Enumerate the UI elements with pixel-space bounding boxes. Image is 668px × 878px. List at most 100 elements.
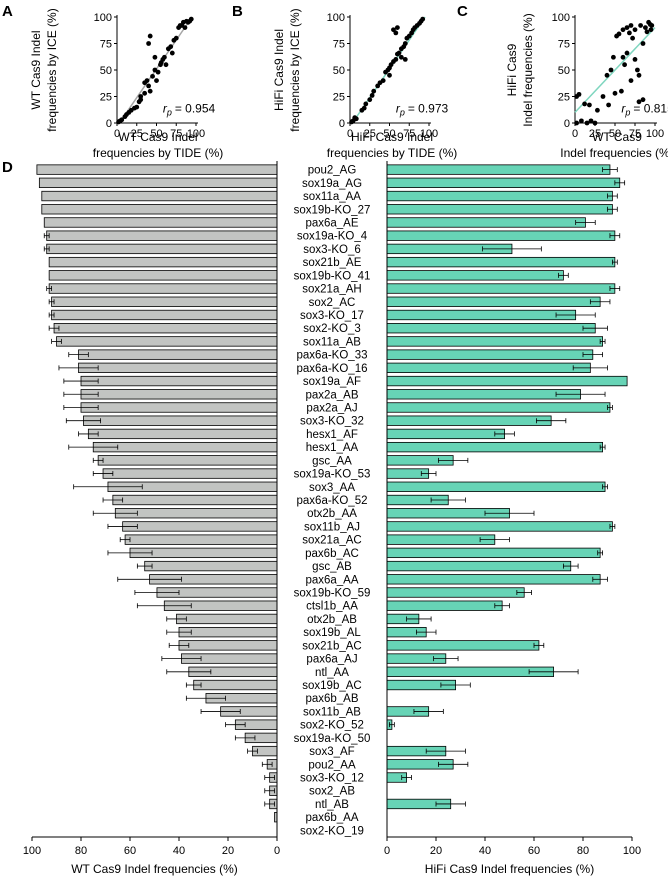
data-point [579,118,584,124]
hifi-bar [386,560,572,572]
data-point [361,105,367,111]
hifi-bar [386,587,525,598]
data-point [592,120,598,126]
wt-bar [56,336,278,347]
stat-symbol: r [621,101,626,115]
category-label: pax6b_AC [305,548,359,560]
category-label: sox11b_AJ [304,521,360,533]
wt-bar [46,243,278,255]
category-label: pax2a_AB [305,389,358,401]
panel-b: B 0 25 50 75 100 0 25 50 75 100 rp = 0.973 HiFi Cas9 … [232,3,457,160]
correlation-label: rp= 0.815 [621,101,668,117]
data-point [636,99,642,105]
data-point [638,23,643,28]
y-tick-label: 50 [558,65,570,77]
y-axis-label: HiFi Cas9 [505,43,519,96]
data-point [150,73,155,79]
data-point [622,62,627,68]
x-tick-label: 75 [170,128,182,140]
data-point [119,117,125,123]
hifi-bar [386,415,552,426]
panel-letter: B [232,3,243,20]
data-point [162,54,167,60]
x-tick-label: 50 [383,128,395,140]
category-label: sox2-KO_3 [303,323,361,335]
stat-subscript: p [399,107,405,117]
category-label: sox3-KO_12 [300,773,364,785]
data-point [640,97,646,103]
x-axis-label: WT Cas9 Indel [118,130,197,144]
category-label: pax6b_AB [305,693,358,705]
category-label: sox19a-KO_50 [294,733,371,745]
category-label: ntl_AB [315,799,349,811]
category-label: pou2_AG [308,165,357,177]
data-point [367,97,373,103]
hifi-bar [386,574,601,585]
x-axis-label: WT Cas9 [592,130,642,144]
wt-x-axis-label: WT Cas9 Indel frequencies (%) [71,862,238,876]
y-tick-label: 50 [333,65,345,77]
category-label: sox11a_AA [303,191,361,203]
wt-bar [48,283,278,294]
hifi-bar [386,204,613,215]
hifi-bar [386,389,581,400]
y-tick-label: 0 [106,118,112,130]
y-axis-label: frequencies by ICE (%) [288,8,302,131]
data-point [620,54,626,60]
x-tick-label: 50 [609,128,621,140]
data-point [371,88,377,94]
y-tick-label: 75 [100,39,112,51]
data-point [624,50,630,56]
data-point [608,67,614,73]
hifi-bar [386,521,613,532]
x-tick-label: 100 [646,128,664,140]
category-label: gsc_AA [312,455,352,467]
category-label: pax6a_AJ [306,654,357,666]
y-axis-label: Indel frequencies (%) [521,13,535,126]
category-label: sox2-KO_19 [300,825,364,837]
stat-symbol: r [163,101,168,115]
wt-bar [80,402,278,413]
hifi-bar [386,600,503,611]
wt-bar [78,362,278,374]
data-point [643,25,648,30]
wt-x-tick-label: 40 [173,845,185,857]
hifi-bar [386,164,611,175]
data-point [353,116,359,122]
wt-bar [78,349,278,360]
data-point [640,41,646,46]
stat-value: = 0.973 [408,101,449,115]
y-axis-label: WT Cas9 Indel [29,30,43,109]
stat-value: = 0.815 [633,101,668,115]
category-label: sox19b-KO_59 [294,588,371,600]
category-label: sox19a-KO_53 [294,469,371,481]
hifi-bar [386,441,604,453]
wt-bar [114,508,278,519]
y-tick-label: 50 [100,65,112,77]
data-point [582,101,587,107]
panel-letter: D [2,159,13,176]
category-label: sox19b_AC [302,680,361,692]
data-point [606,102,611,108]
data-point [173,35,179,41]
y-tick-label: 25 [333,92,345,104]
x-tick-label: 75 [403,128,415,140]
wt-x-tick-label: 0 [274,845,280,857]
wt-bar [48,270,278,281]
category-label: sox21b_AE [303,257,362,269]
wt-bar [43,217,278,228]
data-point [163,62,169,68]
hifi-bar [386,375,628,387]
wt-bar [83,415,278,426]
panel-a: A 0 25 50 75 100 0 25 50 75 100 rp = 0.954 WT Cas9 In… [2,3,223,160]
hifi-x-tick-label: 80 [577,845,589,857]
data-point [576,91,582,97]
category-label: sox11a_AB [303,336,361,348]
data-point [635,67,640,73]
category-label: gsc_AB [312,561,352,573]
category-label: pax2a_AJ [306,402,357,414]
wt-bar [193,679,278,691]
data-point [648,27,654,33]
y-tick-label: 25 [100,92,112,104]
hifi-bar [386,190,613,202]
